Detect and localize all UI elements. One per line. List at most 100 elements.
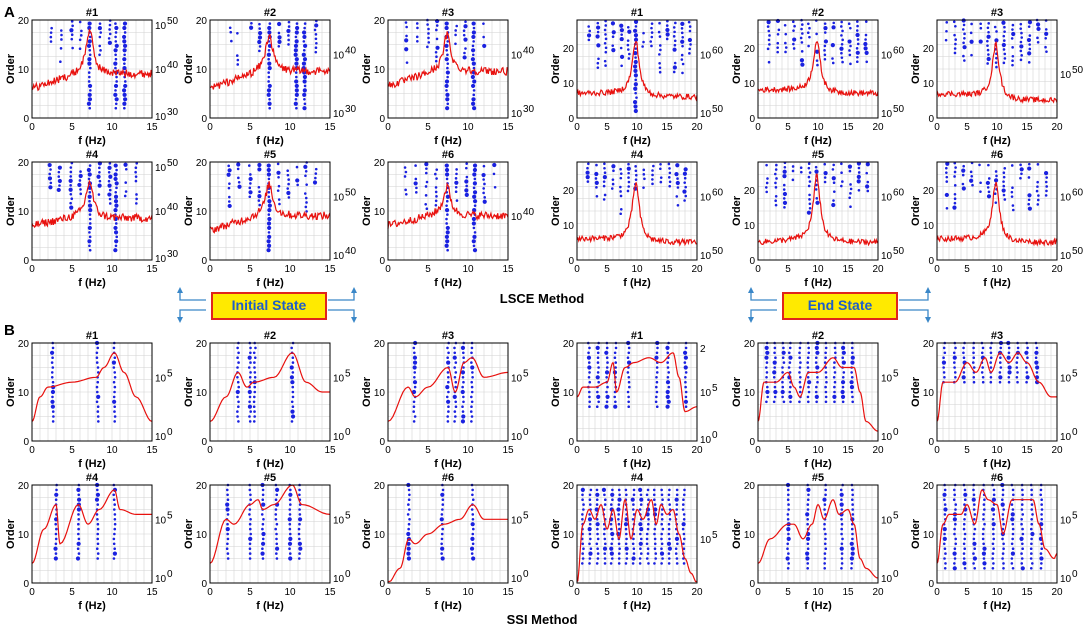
pole-dot bbox=[855, 47, 859, 50]
y-axis-label: Order bbox=[361, 376, 373, 407]
pole-dot bbox=[681, 508, 685, 511]
right-tick-label: 10 bbox=[155, 163, 167, 174]
right-tick-label: 10 bbox=[700, 388, 712, 399]
x-tick-label: 10 bbox=[812, 445, 824, 456]
pole-dot bbox=[626, 390, 630, 394]
pole-dot bbox=[667, 371, 671, 374]
pole-dot bbox=[86, 167, 91, 173]
pole-dot bbox=[87, 172, 92, 177]
stabilization-poles bbox=[580, 487, 686, 565]
pole-dot bbox=[841, 400, 845, 404]
pole-dot bbox=[633, 64, 638, 69]
pole-dot bbox=[69, 184, 72, 187]
pole-dot bbox=[115, 75, 118, 79]
pole-dot bbox=[639, 527, 644, 532]
pole-dot bbox=[989, 366, 993, 369]
panel-title: #4 bbox=[86, 472, 99, 484]
x-tick-label: 0 bbox=[574, 587, 580, 598]
y-tick-label: 20 bbox=[744, 481, 756, 492]
pole-dot bbox=[1030, 488, 1033, 492]
pole-dot bbox=[847, 164, 853, 169]
pole-dot bbox=[1044, 28, 1048, 31]
pole-dot bbox=[766, 47, 770, 51]
pole-dot bbox=[953, 197, 957, 201]
x-axis-label: f (Hz) bbox=[804, 135, 832, 147]
pole-dot bbox=[963, 513, 967, 516]
pole-dot bbox=[274, 518, 278, 521]
pole-dot bbox=[864, 50, 869, 55]
pole-dot bbox=[469, 410, 473, 413]
x-tick-label: 5 bbox=[247, 264, 253, 275]
pole-dot bbox=[278, 202, 281, 206]
pole-dot bbox=[684, 405, 688, 409]
pole-dot bbox=[492, 162, 497, 168]
pole-dot bbox=[954, 24, 957, 28]
pole-dot bbox=[952, 517, 957, 522]
pole-dot bbox=[626, 371, 630, 374]
pole-dot bbox=[963, 498, 967, 502]
pole-dot bbox=[49, 181, 53, 185]
pole-dot bbox=[455, 199, 459, 202]
x-tick-label: 0 bbox=[934, 122, 940, 133]
pole-dot bbox=[602, 546, 608, 551]
y-axis-label: Order bbox=[5, 53, 17, 84]
right-tick-label: 10 bbox=[881, 251, 893, 262]
pole-dot bbox=[824, 537, 827, 541]
pole-dot bbox=[807, 184, 811, 188]
pole-dot bbox=[463, 37, 468, 42]
pole-dot bbox=[981, 380, 985, 384]
pole-dot bbox=[435, 168, 439, 171]
pole-dot bbox=[71, 24, 74, 28]
pole-dot bbox=[627, 57, 631, 60]
pole-dot bbox=[634, 25, 638, 28]
pole-dot bbox=[962, 561, 967, 566]
pole-dot bbox=[688, 25, 692, 28]
pole-dot bbox=[47, 176, 53, 181]
pole-dot bbox=[96, 174, 101, 179]
pole-dot bbox=[943, 498, 946, 502]
pole-dot bbox=[610, 187, 614, 190]
pole-dot bbox=[1007, 380, 1011, 384]
pole-dot bbox=[604, 50, 608, 54]
pole-dot bbox=[1027, 206, 1032, 211]
pole-dot bbox=[1045, 185, 1048, 188]
pole-dot bbox=[688, 47, 691, 51]
pole-dot bbox=[824, 376, 828, 379]
pole-dot bbox=[650, 31, 654, 34]
pole-dot bbox=[781, 350, 786, 355]
axis-frame bbox=[387, 484, 509, 584]
x-tick-label: 15 bbox=[146, 122, 158, 133]
pole-dot bbox=[943, 507, 948, 512]
pole-dot bbox=[1025, 380, 1028, 384]
pole-dot bbox=[849, 556, 854, 561]
pole-dot bbox=[96, 394, 101, 399]
pole-dot bbox=[847, 22, 851, 26]
pole-dot bbox=[415, 191, 418, 194]
pole-dot bbox=[1027, 61, 1031, 64]
right-tick-label: 10 bbox=[1060, 373, 1072, 384]
pole-dot bbox=[972, 346, 975, 350]
pole-dot bbox=[288, 527, 292, 531]
pole-dot bbox=[587, 517, 593, 522]
right-tick-label: 10 bbox=[155, 21, 167, 32]
pole-dot bbox=[961, 182, 965, 186]
pole-dot bbox=[427, 27, 430, 31]
pole-dot bbox=[294, 88, 299, 93]
pole-dot bbox=[992, 493, 996, 497]
y-tick-label: 0 bbox=[201, 114, 207, 125]
pole-dot bbox=[658, 21, 661, 25]
pole-dot bbox=[944, 552, 947, 555]
pole-dot bbox=[314, 23, 319, 28]
pole-dot bbox=[427, 32, 430, 35]
x-tick-label: 5 bbox=[425, 587, 431, 598]
pole-dot bbox=[462, 366, 465, 369]
pole-dot bbox=[113, 503, 116, 506]
pole-dot bbox=[76, 547, 80, 550]
pole-dot bbox=[446, 66, 449, 70]
pole-dot bbox=[445, 239, 450, 244]
pole-dot bbox=[235, 389, 240, 395]
pole-dot bbox=[225, 527, 230, 532]
pole-dot bbox=[792, 37, 797, 42]
pole-dot bbox=[1011, 532, 1015, 536]
pole-dot bbox=[603, 537, 607, 541]
